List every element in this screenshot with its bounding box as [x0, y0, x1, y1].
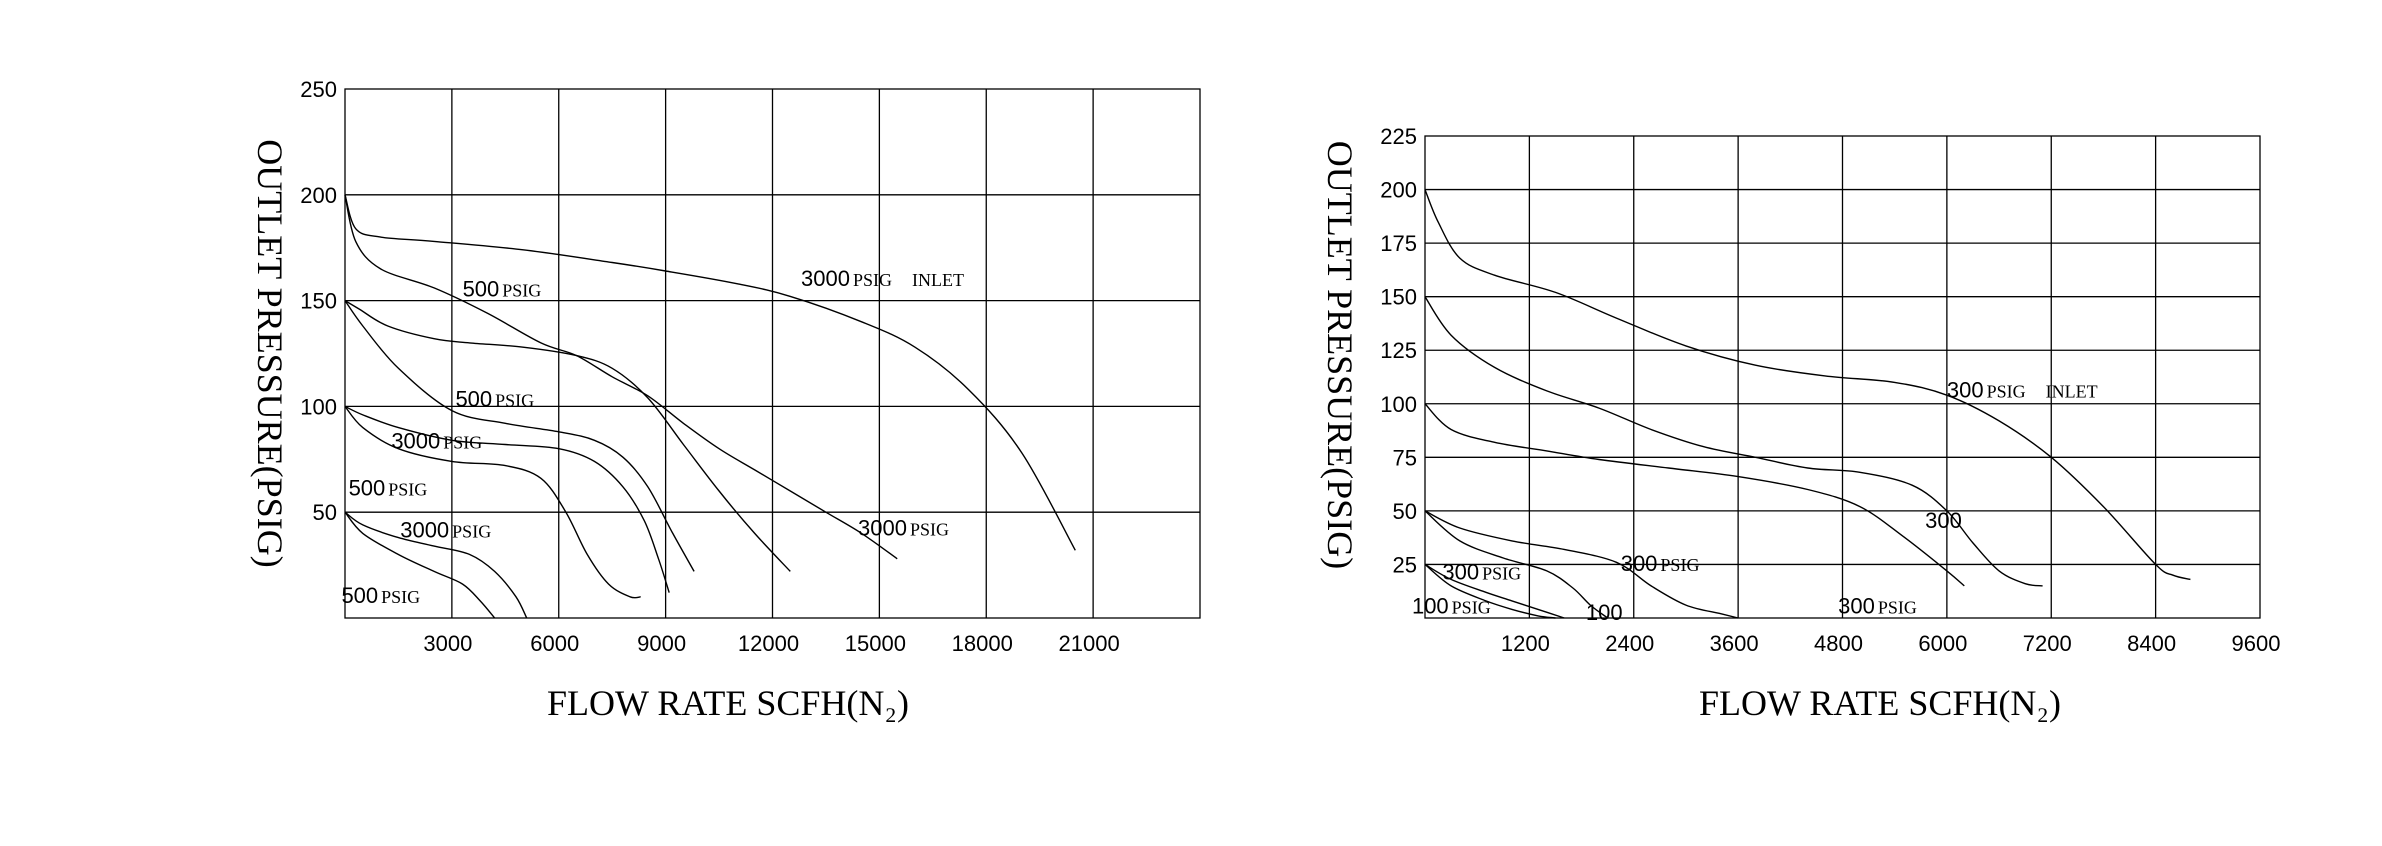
curve-annotation: 100 PSIG: [1412, 594, 1491, 619]
x-tick-label: 15000: [845, 631, 906, 656]
x-tick-label: 8400: [2127, 631, 2176, 656]
curve-annotation: 3000 PSIG INLET: [801, 266, 964, 291]
y-axis-title: OUTLET PRESSURE(PSIG): [250, 139, 290, 567]
curve-annotation: 300 PSIG INLET: [1947, 377, 2098, 402]
series-curve-7: [1424, 563, 1556, 619]
series-curve-3: [344, 299, 791, 572]
y-tick-label: 50: [1393, 499, 1417, 524]
x-tick-label: 9600: [2232, 631, 2281, 656]
x-tick-label: 18000: [952, 631, 1013, 656]
x-tick-label: 21000: [1059, 631, 1120, 656]
x-tick-label: 6000: [530, 631, 579, 656]
x-tick-label: 6000: [1918, 631, 1967, 656]
x-axis-title: FLOW RATE SCFH(N₂): [547, 683, 909, 723]
y-tick-label: 250: [300, 77, 337, 102]
series-curve-4: [1424, 510, 1739, 619]
chart-2: 1200 2400 3600 4800 6000 7200 8400 9600 25 50 75 10…: [1320, 124, 2280, 723]
curve-annotation: 500 PSIG: [341, 583, 420, 608]
series-curve-6: [344, 405, 641, 599]
series-curve-5: [344, 405, 670, 593]
y-tick-label: 150: [300, 289, 337, 314]
x-tick-label: 12000: [738, 631, 799, 656]
curve-annotation: 300 PSIG: [1442, 559, 1521, 584]
curve-annotation: 500 PSIG: [463, 276, 542, 301]
series-curve-3: [1424, 403, 1965, 587]
y-tick-label: 100: [1380, 392, 1417, 417]
series-curve-1: [344, 194, 1076, 551]
series-curve-6: [1424, 563, 1565, 619]
series-curve-2: [344, 194, 898, 560]
curve-annotation: 300 PSIG: [1621, 551, 1700, 576]
x-tick-label: 2400: [1605, 631, 1654, 656]
y-tick-label: 25: [1393, 552, 1417, 577]
y-tick-label: 200: [300, 183, 337, 208]
y-axis-title: OUTLET PRESSURE(PSIG): [1320, 141, 1360, 569]
curve-annotation: 3000 PSIG: [858, 515, 949, 540]
curve-annotation: 300 PSIG: [1838, 594, 1917, 619]
y-tick-label: 125: [1380, 338, 1417, 363]
curve-annotation: 3000 PSIG: [391, 429, 482, 454]
series-curve-2: [1424, 296, 2043, 587]
y-tick-label: 150: [1380, 285, 1417, 310]
curve-annotation: 300: [1925, 508, 1962, 533]
y-tick-label: 75: [1393, 445, 1417, 470]
x-tick-label: 1200: [1501, 631, 1550, 656]
x-tick-label: 3600: [1710, 631, 1759, 656]
chart-1: 3000 6000 9000 12000 15000 18000 21000 50 100 150…: [250, 77, 1201, 723]
x-tick-label: 4800: [1814, 631, 1863, 656]
y-tick-label: 175: [1380, 231, 1417, 256]
curve-annotation: 3000 PSIG: [400, 518, 491, 543]
series-curve-8: [344, 511, 496, 619]
y-tick-label: 50: [313, 500, 337, 525]
curve-annotation: 500 PSIG: [455, 386, 534, 411]
curve-annotation: 100: [1586, 600, 1623, 625]
y-tick-label: 200: [1380, 178, 1417, 203]
x-tick-label: 9000: [637, 631, 686, 656]
x-tick-label: 7200: [2023, 631, 2072, 656]
x-tick-label: 3000: [423, 631, 472, 656]
curve-annotation: 500 PSIG: [349, 475, 428, 500]
series-curve-7: [344, 511, 528, 619]
series-curve-5: [1424, 510, 1609, 619]
y-tick-label: 225: [1380, 124, 1417, 149]
series-curve-1: [1424, 189, 2191, 581]
series-curve-4: [344, 300, 695, 572]
x-axis-title: FLOW RATE SCFH(N₂): [1699, 683, 2061, 723]
y-tick-label: 100: [300, 394, 337, 419]
